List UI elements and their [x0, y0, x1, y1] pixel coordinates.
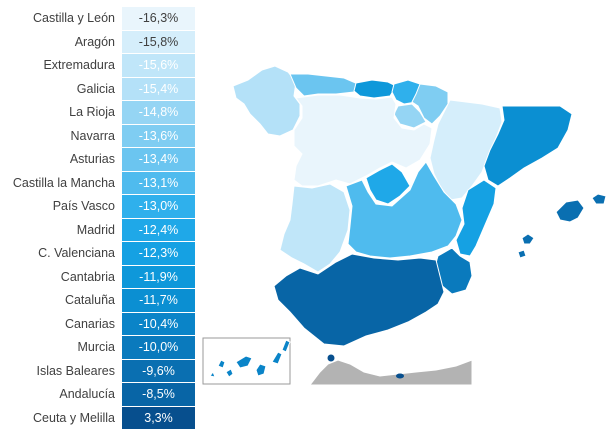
region-galicia [232, 65, 301, 137]
region-value: -11,9% [122, 265, 195, 288]
region-value: -8,5% [122, 383, 195, 406]
region-value: 3,3% [122, 406, 195, 429]
region-la-rioja [393, 103, 427, 129]
legend-row: Galicia -15,4% [0, 77, 200, 102]
region-label: Madrid [76, 222, 115, 237]
region-cantabria [353, 79, 397, 99]
region-label: C. Valenciana [38, 246, 115, 260]
region-castilla-la-mancha [345, 161, 463, 259]
region-label: Canarias [64, 316, 115, 331]
region-value: -13,4% [122, 148, 195, 171]
legend-row: Aragón -15,8% [0, 30, 200, 55]
region-value: -12,3% [122, 242, 195, 265]
region-extremadura [279, 183, 351, 273]
legend-row: Cataluña -11,7% [0, 289, 200, 313]
region-label: Castilla y León [33, 11, 115, 25]
region-madrid [365, 163, 411, 205]
legend-row: Asturias -13,4% [0, 148, 200, 172]
region-value: -13,6% [122, 124, 195, 147]
region-value: -12,4% [122, 218, 195, 241]
region-islas-baleares [517, 193, 607, 259]
legend-row: Canarias -10,4% [0, 312, 200, 337]
region-label: Aragón [74, 34, 115, 49]
region-value: -11,7% [122, 289, 195, 312]
legend-row: Castilla y León -16,3% [0, 7, 200, 31]
region-label: Cataluña [64, 293, 115, 307]
region-label: País Vasco [52, 199, 115, 213]
legend-row: Madrid -12,4% [0, 218, 200, 243]
legend-table: Castilla y León -16,3% Aragón -15,8% Extrema… [0, 7, 200, 430]
region-label: Murcia [77, 340, 115, 354]
legend-row: La Rioja -14,8% [0, 101, 200, 125]
region-label: Galicia [76, 81, 115, 96]
region-andalucia [273, 253, 445, 347]
legend-row: Castilla la Mancha -13,1% [0, 171, 200, 196]
region-value: -13,0% [122, 195, 195, 218]
legend-row: Murcia -10,0% [0, 336, 200, 360]
region-value: -15,6% [122, 54, 195, 77]
legend-row: Navarra -13,6% [0, 124, 200, 149]
region-value: -16,3% [122, 7, 195, 30]
region-navarra [411, 83, 449, 125]
legend-row: Ceuta y Melilla 3,3% [0, 406, 200, 431]
region-value: -15,4% [122, 77, 195, 100]
region-label: La Rioja [69, 105, 115, 119]
region-canarias [209, 339, 291, 378]
region-value: -9,6% [122, 359, 195, 382]
legend-row: Cantabria -11,9% [0, 265, 200, 290]
region-label: Castilla la Mancha [12, 175, 115, 190]
legend-row: C. Valenciana -12,3% [0, 242, 200, 266]
region-cataluna [483, 105, 573, 187]
region-value: -14,8% [122, 101, 195, 124]
region-label: Extremadura [43, 58, 115, 72]
region-label: Ceuta y Melilla [33, 410, 115, 425]
region-label: Andalucía [59, 387, 115, 401]
region-label: Islas Baleares [36, 363, 115, 378]
region-value: -13,1% [122, 171, 195, 194]
region-label: Navarra [70, 128, 115, 143]
region-value: -10,4% [122, 312, 195, 335]
legend-row: País Vasco -13,0% [0, 195, 200, 219]
region-value: -10,0% [122, 336, 195, 359]
region-ceuta-y-melilla [327, 354, 404, 379]
region-label: Asturias [69, 152, 115, 166]
legend-row: Extremadura -15,6% [0, 54, 200, 78]
spain-map [202, 65, 607, 386]
region-c-valenciana [455, 179, 497, 257]
region-castilla-y-leon [293, 94, 433, 187]
region-asturias [289, 73, 359, 97]
region-value: -15,8% [122, 30, 195, 53]
region-label: Cantabria [60, 269, 115, 284]
africa-coast [308, 359, 473, 386]
legend-row: Andalucía -8,5% [0, 383, 200, 407]
legend-row: Islas Baleares -9,6% [0, 359, 200, 384]
